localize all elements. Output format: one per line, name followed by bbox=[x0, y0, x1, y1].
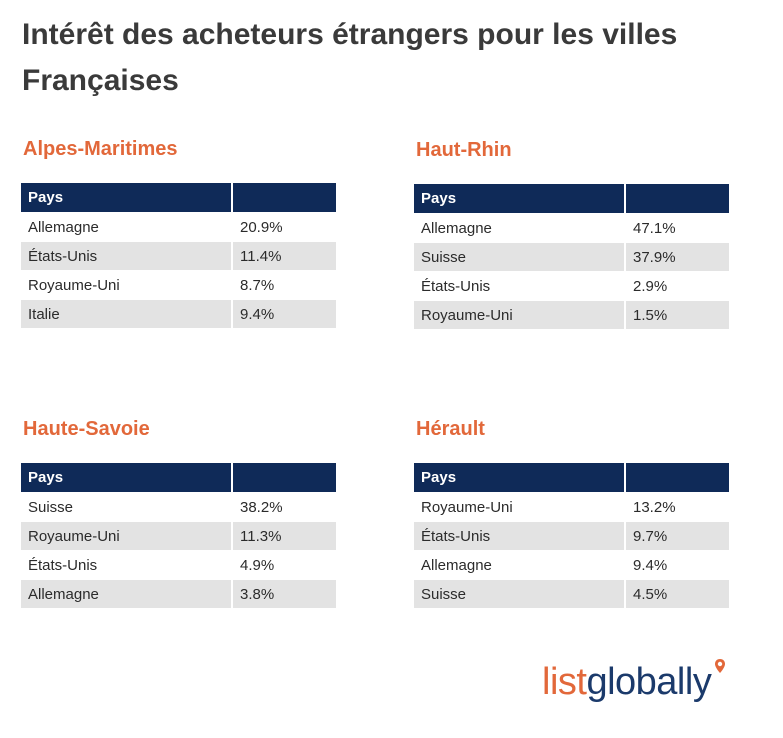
region-title: Haute-Savoie bbox=[23, 418, 150, 440]
column-header-country: Pays bbox=[414, 463, 626, 492]
table-header-row: Pays bbox=[414, 184, 729, 213]
value-cell: 8.7% bbox=[233, 270, 336, 299]
column-header-value bbox=[233, 183, 336, 212]
table-row: Italie 9.4% bbox=[21, 299, 336, 328]
region-haut-rhin: Haut-Rhin Pays Allemagne 47.1% Suisse 37… bbox=[414, 136, 729, 329]
region-table: Pays Royaume-Uni 13.2% États-Unis 9.7% A… bbox=[414, 463, 729, 608]
table-row: Allemagne 9.4% bbox=[414, 550, 729, 579]
value-cell: 2.9% bbox=[626, 271, 729, 300]
region-title: Hérault bbox=[416, 418, 485, 440]
value-cell: 4.9% bbox=[233, 550, 336, 579]
table-row: États-Unis 2.9% bbox=[414, 271, 729, 300]
region-title: Alpes-Maritimes bbox=[23, 138, 178, 160]
column-header-value bbox=[626, 463, 729, 492]
table-row: Suisse 37.9% bbox=[414, 242, 729, 271]
table-row: États-Unis 9.7% bbox=[414, 521, 729, 550]
brand-logo: listglobally bbox=[542, 656, 725, 708]
table-row: États-Unis 4.9% bbox=[21, 550, 336, 579]
table-row: Allemagne 3.8% bbox=[21, 579, 336, 608]
country-cell: Suisse bbox=[21, 492, 233, 521]
country-cell: Royaume-Uni bbox=[21, 270, 233, 299]
value-cell: 3.8% bbox=[233, 579, 336, 608]
value-cell: 47.1% bbox=[626, 213, 729, 242]
region-table: Pays Suisse 38.2% Royaume-Uni 11.3% État… bbox=[21, 463, 336, 608]
value-cell: 4.5% bbox=[626, 579, 729, 608]
table-row: États-Unis 11.4% bbox=[21, 241, 336, 270]
value-cell: 9.4% bbox=[626, 550, 729, 579]
value-cell: 37.9% bbox=[626, 242, 729, 271]
country-cell: Allemagne bbox=[414, 213, 626, 242]
table-row: Royaume-Uni 13.2% bbox=[414, 492, 729, 521]
location-pin-icon bbox=[715, 659, 725, 673]
table-header-row: Pays bbox=[414, 463, 729, 492]
country-cell: Royaume-Uni bbox=[21, 521, 233, 550]
table-row: Royaume-Uni 11.3% bbox=[21, 521, 336, 550]
column-header-country: Pays bbox=[21, 183, 233, 212]
table-row: Royaume-Uni 1.5% bbox=[414, 300, 729, 329]
country-cell: Suisse bbox=[414, 579, 626, 608]
country-cell: États-Unis bbox=[21, 241, 233, 270]
column-header-country: Pays bbox=[21, 463, 233, 492]
country-cell: Suisse bbox=[414, 242, 626, 271]
country-cell: Royaume-Uni bbox=[414, 300, 626, 329]
country-cell: États-Unis bbox=[414, 271, 626, 300]
value-cell: 9.4% bbox=[233, 299, 336, 328]
table-header-row: Pays bbox=[21, 183, 336, 212]
country-cell: Allemagne bbox=[414, 550, 626, 579]
value-cell: 1.5% bbox=[626, 300, 729, 329]
value-cell: 9.7% bbox=[626, 521, 729, 550]
value-cell: 38.2% bbox=[233, 492, 336, 521]
column-header-country: Pays bbox=[414, 184, 626, 213]
country-cell: Allemagne bbox=[21, 212, 233, 241]
page-title: Intérêt des acheteurs étrangers pour les… bbox=[22, 18, 678, 97]
country-cell: Italie bbox=[21, 299, 233, 328]
value-cell: 20.9% bbox=[233, 212, 336, 241]
logo-text-globally: globally bbox=[586, 661, 712, 703]
country-cell: Allemagne bbox=[21, 579, 233, 608]
region-alpes-maritimes: Alpes-Maritimes Pays Allemagne 20.9% Éta… bbox=[21, 135, 336, 328]
table-row: Allemagne 20.9% bbox=[21, 212, 336, 241]
table-row: Suisse 38.2% bbox=[21, 492, 336, 521]
country-cell: Royaume-Uni bbox=[414, 492, 626, 521]
region-table: Pays Allemagne 20.9% États-Unis 11.4% Ro… bbox=[21, 183, 336, 328]
value-cell: 11.4% bbox=[233, 241, 336, 270]
column-header-value bbox=[626, 184, 729, 213]
column-header-value bbox=[233, 463, 336, 492]
table-row: Allemagne 47.1% bbox=[414, 213, 729, 242]
value-cell: 11.3% bbox=[233, 521, 336, 550]
region-herault: Hérault Pays Royaume-Uni 13.2% États-Uni… bbox=[414, 415, 729, 608]
table-header-row: Pays bbox=[21, 463, 336, 492]
table-row: Suisse 4.5% bbox=[414, 579, 729, 608]
country-cell: États-Unis bbox=[21, 550, 233, 579]
country-cell: États-Unis bbox=[414, 521, 626, 550]
value-cell: 13.2% bbox=[626, 492, 729, 521]
logo-text-list: list bbox=[542, 661, 587, 703]
region-table: Pays Allemagne 47.1% Suisse 37.9% États-… bbox=[414, 184, 729, 329]
region-haute-savoie: Haute-Savoie Pays Suisse 38.2% Royaume-U… bbox=[21, 415, 336, 608]
table-row: Royaume-Uni 8.7% bbox=[21, 270, 336, 299]
region-title: Haut-Rhin bbox=[416, 139, 512, 161]
